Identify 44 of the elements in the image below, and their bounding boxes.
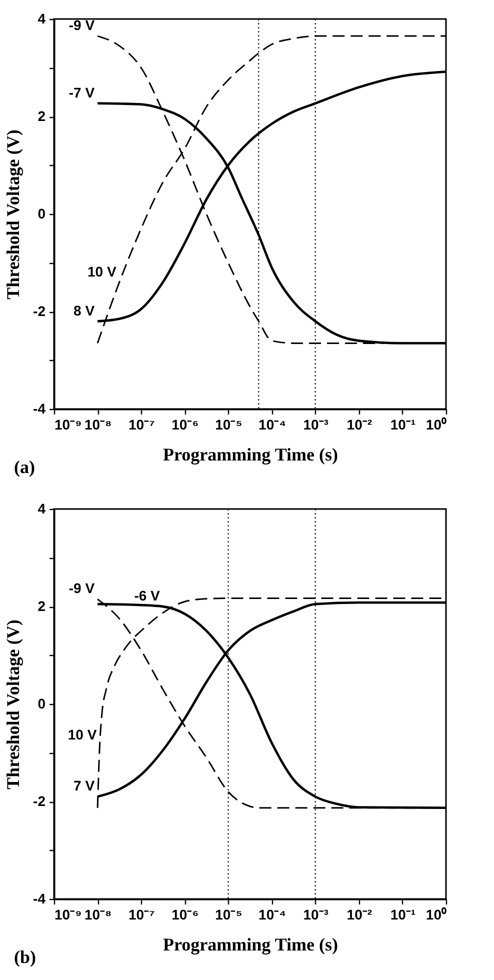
y-tick-label: 4 (38, 500, 46, 516)
x-tick-label: 10⁻¹ (390, 906, 416, 922)
annotation: -6 V (134, 588, 161, 604)
x-tick-label: 10⁻¹ (390, 416, 416, 432)
y-tick-label: -4 (33, 890, 46, 906)
x-tick-label: 10⁻⁴ (258, 906, 286, 922)
x-tick-label: 10⁻³ (303, 416, 329, 432)
annotation: 10 V (88, 263, 117, 280)
x-tick-label: 10⁰ (426, 906, 446, 922)
x-tick-label: 10⁻² (346, 416, 372, 432)
x-tick-label: 10⁻⁴ (258, 416, 286, 432)
annotation: 10 V (68, 726, 98, 742)
text: (b) (14, 947, 36, 968)
text: (a) (14, 457, 35, 478)
annotation: 7 V (74, 778, 96, 794)
annotation: -9 V (68, 17, 96, 34)
x-tick-label: 10⁻⁹ (54, 906, 82, 922)
y-axis-title: Threshold Voltage (V) (3, 620, 24, 790)
y-tick-label: 2 (38, 598, 46, 614)
x-tick-label: 10⁻⁷ (128, 416, 156, 432)
annotation: 8 V (74, 302, 96, 318)
x-tick-label: 10⁻⁶ (172, 416, 199, 432)
y-tick-label: 0 (38, 696, 46, 712)
y-tick-label: 2 (38, 108, 46, 124)
y-axis-title: Threshold Voltage (V) (3, 130, 24, 300)
x-tick-label: 10⁻⁷ (128, 906, 156, 922)
x-tick-label: 10⁻⁸ (84, 416, 112, 432)
y-tick-label: -2 (33, 793, 46, 809)
x-axis-title: Programming Time (s) (163, 444, 338, 464)
x-tick-label: 10⁻⁵ (215, 416, 242, 432)
annotation: -9 V (68, 580, 96, 596)
x-tick-label: 10⁻⁹ (54, 416, 82, 432)
x-tick-label: 10⁻³ (303, 906, 329, 922)
x-tick-label: 10⁻⁸ (84, 906, 112, 922)
y-tick-label: 4 (38, 10, 46, 26)
annotation: -7 V (68, 84, 96, 100)
y-tick-label: -2 (33, 303, 46, 319)
x-tick-label: 10⁻² (346, 906, 372, 922)
y-tick-label: 0 (38, 206, 46, 222)
x-tick-label: 10⁻⁶ (172, 906, 199, 922)
x-axis-title: Programming Time (s) (163, 934, 338, 954)
x-tick-label: 10⁻⁵ (215, 906, 242, 922)
y-tick-label: -4 (33, 400, 46, 416)
x-tick-label: 10⁰ (426, 416, 446, 432)
